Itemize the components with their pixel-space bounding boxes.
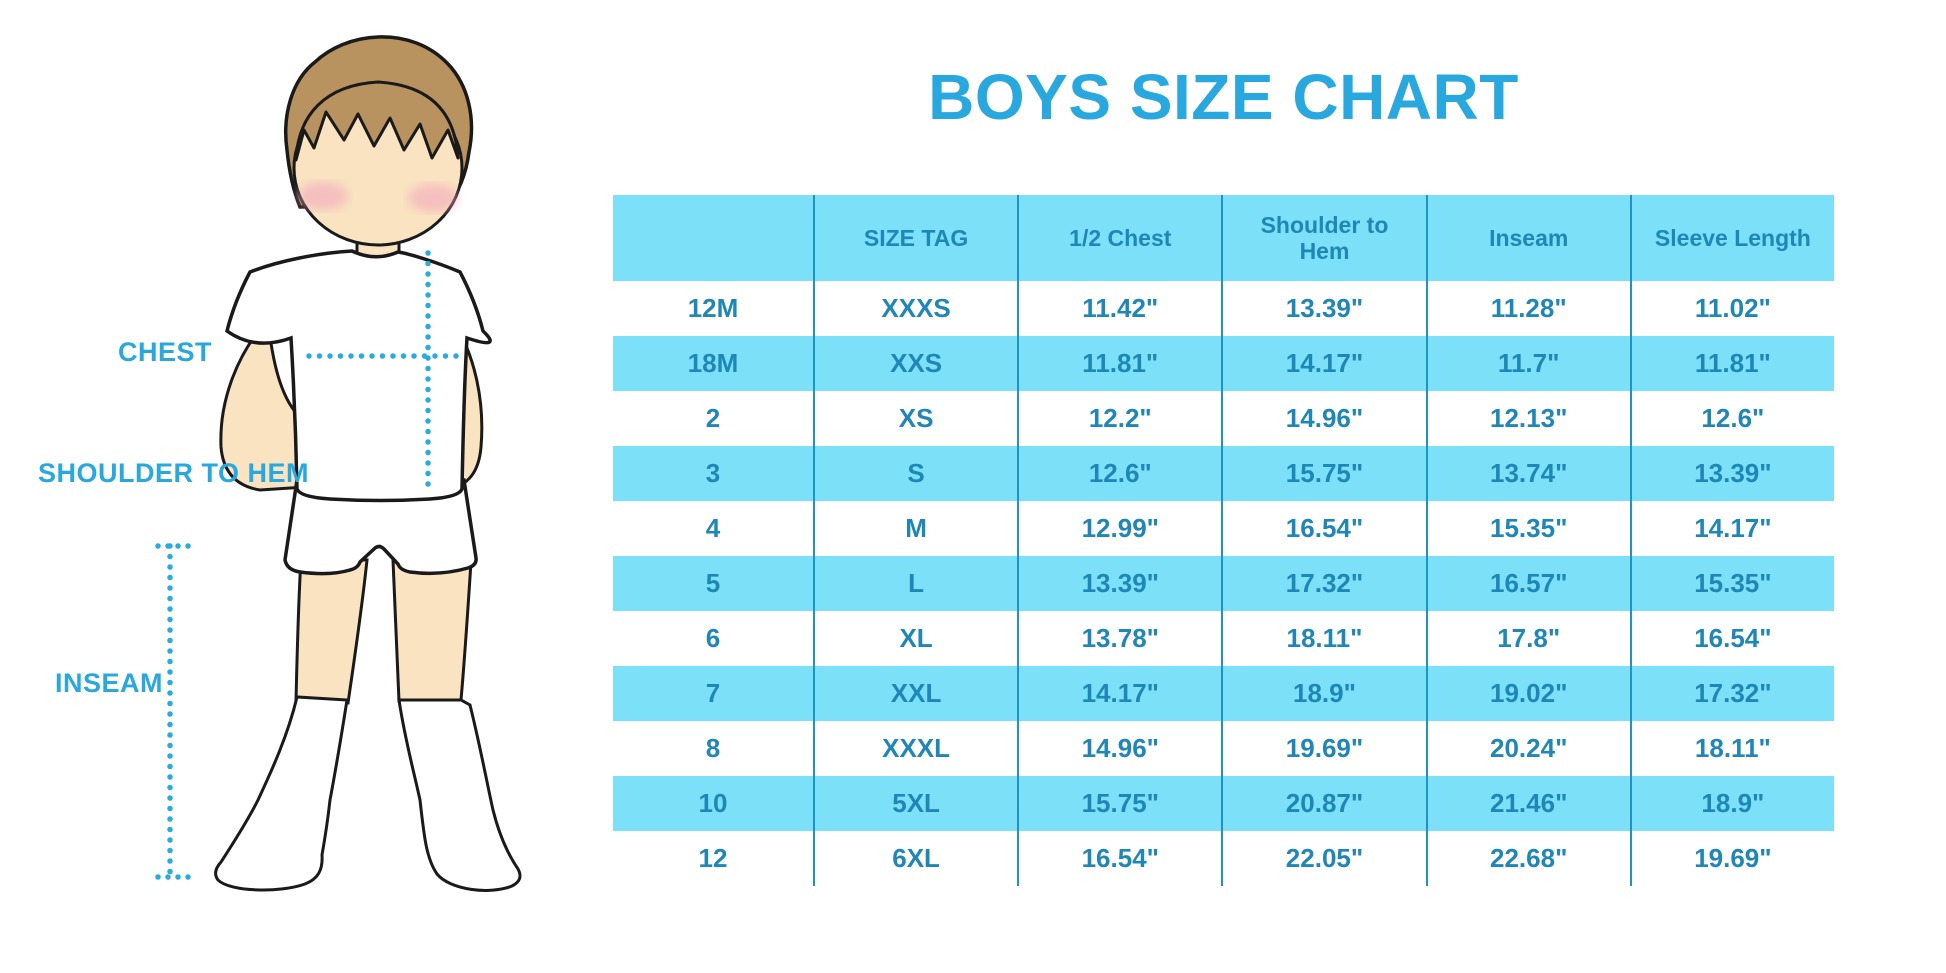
size-value: 13.39": [1629, 446, 1834, 501]
size-value: 15.75": [1017, 776, 1222, 831]
size-row-label: 8: [705, 733, 721, 763]
size-value: 12.6": [1629, 391, 1834, 446]
header-cell-blank: [613, 195, 813, 281]
size-value: 19.02": [1425, 666, 1630, 721]
inseam-label: INSEAM: [55, 668, 164, 698]
size-value: 14.17": [1629, 501, 1834, 556]
size-value: 12.2": [1017, 391, 1221, 446]
size-value: 5XL: [813, 776, 1018, 831]
boy-head: [283, 35, 474, 247]
size-value: 18.11": [1221, 611, 1425, 666]
size-value: XXXS: [813, 281, 1017, 336]
size-value: 12.99": [1017, 501, 1221, 556]
size-value: 11.42": [1017, 281, 1221, 336]
size-value: 11.81": [1629, 336, 1834, 391]
size-value: 11.81": [1017, 336, 1222, 391]
size-row-label: 2: [705, 403, 721, 433]
size-value: 14.96": [1017, 721, 1221, 776]
boy-shorts: [283, 478, 478, 576]
size-value: 13.74": [1425, 446, 1630, 501]
size-value: 19.69": [1221, 721, 1425, 776]
size-value: 18.9": [1221, 666, 1426, 721]
size-row-label: 18M: [613, 336, 813, 391]
size-value: 13.78": [1017, 611, 1221, 666]
size-value: 13.39": [1017, 556, 1222, 611]
size-value: 15.35": [1629, 556, 1834, 611]
size-value: 20.24": [1425, 721, 1630, 776]
size-value: 17.32": [1221, 556, 1426, 611]
size-value: 17.8": [1425, 611, 1630, 666]
size-row-label: 12: [698, 843, 728, 873]
boy-blush-right: [408, 184, 458, 212]
size-value: 22.05": [1221, 831, 1425, 886]
size-row-label: 4: [705, 513, 721, 543]
size-row-label: 7: [613, 666, 813, 721]
size-table: SIZE TAG 1/2 Chest Shoulder to Hem Insea…: [613, 195, 1834, 886]
size-value: 19.69": [1629, 831, 1834, 886]
size-value: 22.68": [1425, 831, 1630, 886]
size-value: XXXL: [813, 721, 1017, 776]
size-value: S: [813, 446, 1018, 501]
size-value: 16.54": [1221, 501, 1425, 556]
boy-legs: [294, 556, 473, 705]
header-cell-half-chest: 1/2 Chest: [1017, 195, 1222, 281]
size-value: 11.28": [1425, 281, 1630, 336]
size-value: XXS: [813, 336, 1018, 391]
chest-label: CHEST: [118, 337, 213, 367]
size-value: 11.02": [1629, 281, 1834, 336]
size-value: 14.17": [1017, 666, 1222, 721]
header-cell-sleeve-length: Sleeve Length: [1629, 195, 1834, 281]
size-value: 15.35": [1425, 501, 1630, 556]
size-value: XL: [813, 611, 1017, 666]
size-value: L: [813, 556, 1018, 611]
size-value: 16.57": [1425, 556, 1630, 611]
size-value: 18.9": [1629, 776, 1834, 831]
boy-shirt: [225, 249, 492, 503]
size-row-label: 5: [613, 556, 813, 611]
size-value: XXL: [813, 666, 1018, 721]
size-value: 16.54": [1629, 611, 1834, 666]
size-value: 13.39": [1221, 281, 1425, 336]
size-row-label: 3: [613, 446, 813, 501]
size-value: 21.46": [1425, 776, 1630, 831]
size-value: 14.96": [1221, 391, 1425, 446]
size-value: XS: [813, 391, 1017, 446]
size-value: 16.54": [1017, 831, 1221, 886]
boy-hair-fringe: [294, 80, 460, 162]
size-value: 12.13": [1425, 391, 1630, 446]
size-value: 18.11": [1629, 721, 1834, 776]
header-cell-shoulder-hem: Shoulder to Hem: [1221, 195, 1426, 281]
shoulder-to-hem-label: SHOULDER TO HEM: [38, 458, 310, 488]
size-row-label: 6: [705, 623, 721, 653]
size-value: 15.75": [1221, 446, 1426, 501]
boy-blush-left: [298, 182, 348, 210]
header-cell-size-tag: SIZE TAG: [813, 195, 1018, 281]
boy-illustration: [155, 35, 522, 892]
size-value: 20.87": [1221, 776, 1426, 831]
size-value: 11.7": [1425, 336, 1630, 391]
size-row-label: 10: [613, 776, 813, 831]
size-value: 17.32": [1629, 666, 1834, 721]
header-cell-inseam: Inseam: [1425, 195, 1630, 281]
page-title: BOYS SIZE CHART: [928, 61, 1519, 133]
size-row-label: 12M: [687, 293, 739, 323]
boy-socks: [214, 695, 522, 892]
size-value: 6XL: [813, 831, 1017, 886]
size-value: 14.17": [1221, 336, 1426, 391]
size-value: 12.6": [1017, 446, 1222, 501]
size-value: M: [813, 501, 1017, 556]
